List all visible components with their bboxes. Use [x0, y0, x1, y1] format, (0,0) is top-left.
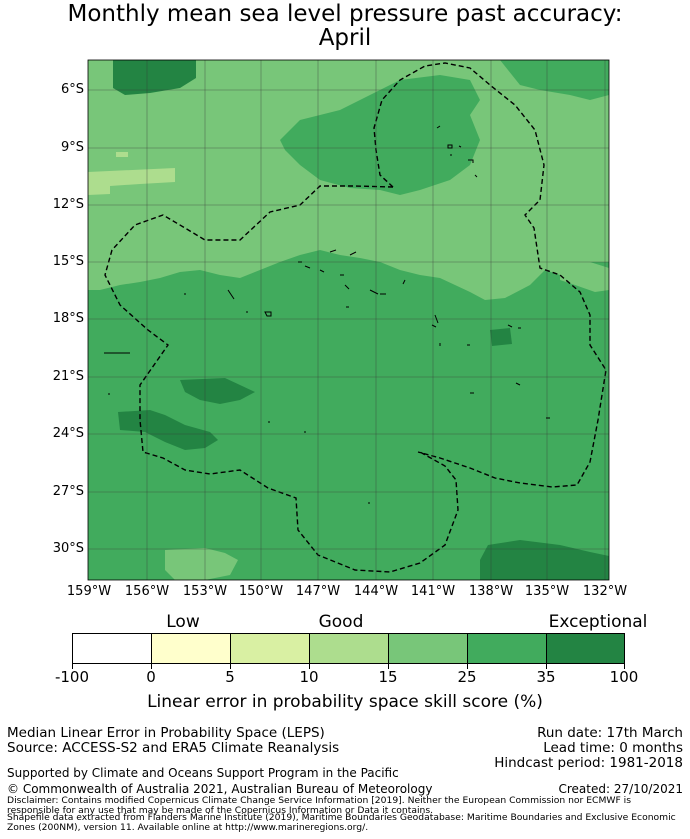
skill-region-exceptional-nw — [113, 60, 196, 95]
island-outlines — [104, 125, 550, 504]
lat-label-6s: 6°S — [60, 82, 84, 97]
chart-subtitle-month: April — [318, 25, 372, 51]
skill-region-good-south — [165, 548, 238, 580]
colorbar-category-good: Good — [318, 612, 364, 632]
skill-region-exceptional-sw — [118, 410, 218, 450]
lon-label-147w: 147°W — [295, 584, 341, 599]
colorbar-tick-0: 0 — [146, 668, 156, 686]
lon-label-138w: 138°W — [468, 584, 514, 599]
lat-label-30s: 30°S — [52, 541, 84, 556]
colorbar-label: Linear error in probability space skill … — [147, 692, 543, 712]
colorbar-tick-35: 35 — [536, 668, 556, 686]
colorbar-tick-10: 10 — [299, 668, 319, 686]
chart-title: Monthly mean sea level pressure past acc… — [67, 1, 623, 27]
disclaimer-line-4: Zones (200NM), version 11. Available onl… — [7, 822, 369, 833]
colorbar-tick-minus100: -100 — [54, 668, 90, 686]
map-gridlines — [88, 60, 609, 580]
lon-label-156w: 156°W — [124, 584, 170, 599]
colorbar-swatch-2 — [152, 634, 231, 663]
skill-region-fair-small — [116, 152, 128, 157]
lon-label-159w: 159°W — [66, 584, 112, 599]
lead-time: Lead time: 0 months — [543, 740, 683, 756]
skill-region-fair-west — [88, 168, 175, 195]
skill-region-upper-central — [280, 75, 480, 195]
lat-label-15s: 15°S — [52, 254, 84, 269]
hindcast-period: Hindcast period: 1981-2018 — [494, 755, 683, 771]
lon-label-135w: 135°W — [524, 584, 570, 599]
lon-label-132w: 132°W — [582, 584, 628, 599]
colorbar-tick-15: 15 — [378, 668, 398, 686]
metric-description: Median Linear Error in Probability Space… — [7, 725, 325, 741]
colorbar-tick-100: 100 — [609, 668, 639, 686]
colorbar-category-exceptional: Exceptional — [548, 612, 648, 632]
colorbar — [72, 633, 625, 664]
skill-region-exceptional-east — [490, 328, 512, 346]
colorbar-swatch-5 — [389, 634, 468, 663]
lat-label-18s: 18°S — [52, 311, 84, 326]
disclaimer-line-3: Shapefile data extracted from Flanders M… — [7, 812, 676, 823]
eez-boundary-northern — [373, 62, 607, 488]
skill-region-good-east — [560, 262, 609, 292]
colorbar-category-low: Low — [166, 612, 200, 632]
skill-region-east-strip — [500, 60, 609, 100]
lat-label-12s: 12°S — [52, 197, 84, 212]
lon-label-144w: 144°W — [353, 584, 399, 599]
lat-label-21s: 21°S — [52, 369, 84, 384]
copyright: © Commonwealth of Australia 2021, Austra… — [7, 782, 433, 796]
colorbar-swatch-1 — [73, 634, 152, 663]
lon-label-141w: 141°W — [410, 584, 456, 599]
disclaimer-line-2: responsible for any use that may be made… — [7, 805, 434, 816]
run-date: Run date: 17th March — [537, 725, 683, 741]
colorbar-tick-25: 25 — [457, 668, 477, 686]
skill-region-exceptional-west — [180, 378, 255, 404]
colorbar-swatch-6 — [468, 634, 547, 663]
lon-label-150w: 150°W — [238, 584, 284, 599]
colorbar-swatch-7 — [547, 634, 624, 663]
support-credit: Supported by Climate and Oceans Support … — [7, 766, 399, 780]
disclaimer-line-1: Disclaimer: Contains modified Copernicus… — [7, 795, 632, 806]
created-date: Created: 27/10/2021 — [558, 782, 683, 796]
lon-label-153w: 153°W — [182, 584, 228, 599]
lat-label-27s: 27°S — [52, 484, 84, 499]
data-source: Source: ACCESS-S2 and ERA5 Climate Reana… — [7, 740, 340, 756]
lat-label-9s: 9°S — [60, 140, 84, 155]
colorbar-swatch-4 — [310, 634, 389, 663]
colorbar-swatch-3 — [231, 634, 310, 663]
colorbar-tick-5: 5 — [225, 668, 235, 686]
skill-region-exceptional-se — [480, 540, 609, 580]
map-frame — [87, 59, 610, 581]
lat-label-24s: 24°S — [52, 426, 84, 441]
